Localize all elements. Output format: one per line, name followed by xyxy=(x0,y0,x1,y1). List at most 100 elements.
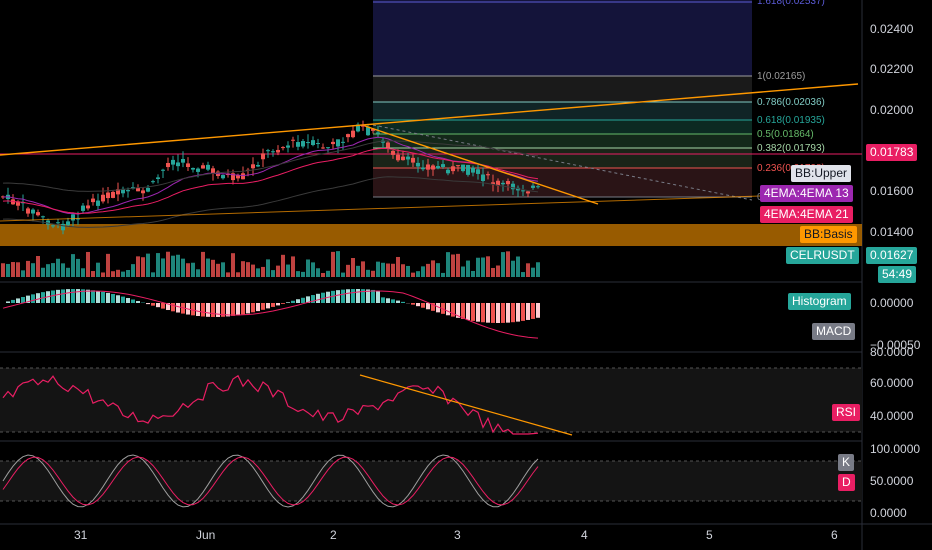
histogram-bar xyxy=(241,303,245,315)
candle-body xyxy=(251,164,255,169)
histogram-bar xyxy=(166,303,170,311)
volume-bar xyxy=(381,262,385,277)
volume-bar xyxy=(526,263,530,277)
histogram-bar xyxy=(491,303,495,323)
countdown-tag: 54:49 xyxy=(878,266,917,283)
ema-line xyxy=(2,136,539,215)
candle-body xyxy=(161,169,165,171)
candle-body xyxy=(71,214,75,221)
candle-body xyxy=(526,191,530,194)
macd-tick: 0.00000 xyxy=(870,296,914,310)
candle-body xyxy=(51,225,55,227)
histogram-bar xyxy=(531,303,535,319)
price-tick: 0.02400 xyxy=(870,22,914,36)
rsi-trend-line[interactable] xyxy=(359,374,573,436)
candle-body xyxy=(126,190,130,192)
candle-body xyxy=(466,165,470,175)
histogram-bar xyxy=(206,303,210,317)
candle-body xyxy=(521,190,525,192)
volume-bar xyxy=(181,258,185,277)
candle-body xyxy=(241,173,245,180)
time-tick: 3 xyxy=(454,528,461,542)
volume-bar xyxy=(96,262,100,277)
histogram-bar xyxy=(116,295,120,303)
candle-body xyxy=(116,189,120,195)
bb-basis-tag: BB:Basis xyxy=(800,226,857,243)
candle-body xyxy=(306,142,310,144)
candle-body xyxy=(141,190,145,194)
candle-body xyxy=(486,174,490,176)
price-tick: 0.01600 xyxy=(870,184,914,198)
fib-retracement[interactable] xyxy=(372,0,753,201)
candle-body xyxy=(416,162,420,167)
histogram-bar xyxy=(31,294,35,303)
histogram-bar xyxy=(171,303,175,312)
histogram-bar xyxy=(26,295,30,303)
histogram-bar xyxy=(481,303,485,323)
histogram-bar xyxy=(236,303,240,316)
histogram-bar xyxy=(276,303,280,306)
histogram-bar xyxy=(471,303,475,321)
candle-body xyxy=(386,142,390,148)
volume-bar xyxy=(126,269,130,277)
trend-line-lower[interactable] xyxy=(0,195,761,222)
volume-bar xyxy=(216,263,220,277)
fib-label: 0.382(0.01793) xyxy=(757,143,825,154)
candle-body xyxy=(326,147,330,149)
fib-label: 0.618(0.01935) xyxy=(757,115,825,126)
price-axis[interactable]: 0.02400 0.02200 0.02000 0.01600 0.01400 … xyxy=(862,0,932,525)
histogram-bar xyxy=(291,300,295,303)
candle-body xyxy=(356,124,360,132)
volume-bar xyxy=(171,255,175,277)
stoch-tick: 50.0000 xyxy=(870,474,914,488)
candle-body xyxy=(461,164,465,172)
ema-line xyxy=(2,176,539,228)
histogram-bar xyxy=(431,303,435,311)
volume-bar xyxy=(236,272,240,277)
candle-body xyxy=(111,191,115,198)
volume-bar xyxy=(151,272,155,277)
volume-bar xyxy=(141,257,145,277)
histogram-bar xyxy=(396,300,400,303)
volume-bar xyxy=(201,251,205,277)
ema13-tag: 4EMA:4EMA 13 xyxy=(760,185,853,202)
trend-line-down[interactable] xyxy=(364,125,599,205)
histogram-bar xyxy=(261,303,265,310)
candle-body xyxy=(256,165,260,167)
volume-bar xyxy=(301,271,305,277)
histogram-bar xyxy=(456,303,460,318)
time-tick: 4 xyxy=(581,528,588,542)
volume-bar xyxy=(521,272,525,277)
candle-body xyxy=(231,173,235,181)
histogram-bar xyxy=(11,299,15,303)
volume-bar xyxy=(446,252,450,277)
d-tag: D xyxy=(838,474,855,491)
histogram-bar xyxy=(411,303,415,305)
time-tick: 6 xyxy=(831,528,838,542)
volume-bar xyxy=(41,267,45,277)
histogram-bar xyxy=(106,292,110,303)
fib-label: 0.5(0.01864) xyxy=(757,129,814,140)
histogram-bar xyxy=(391,299,395,303)
histogram-bar xyxy=(421,303,425,308)
histogram-bar xyxy=(521,303,525,321)
histogram-bar xyxy=(356,289,360,303)
candle-body xyxy=(171,159,175,165)
histogram-bar xyxy=(196,303,200,317)
volume-bar xyxy=(286,264,290,277)
volume-bar xyxy=(146,253,150,277)
histogram-bar xyxy=(526,303,530,320)
price-tag-red: 0.01783 xyxy=(866,144,918,161)
volume-bar xyxy=(251,264,255,277)
trend-line-upper[interactable] xyxy=(0,83,859,156)
candle-body xyxy=(366,126,370,136)
histogram-bar xyxy=(351,289,355,303)
bb-basis-band xyxy=(0,224,862,246)
histogram-bar xyxy=(366,289,370,303)
volume-bar xyxy=(81,268,85,277)
last-price-tag: 0.01627 xyxy=(866,247,918,264)
histogram-bar xyxy=(211,303,215,317)
rsi-tick: 60.0000 xyxy=(870,376,914,390)
histogram-bar xyxy=(466,303,470,321)
